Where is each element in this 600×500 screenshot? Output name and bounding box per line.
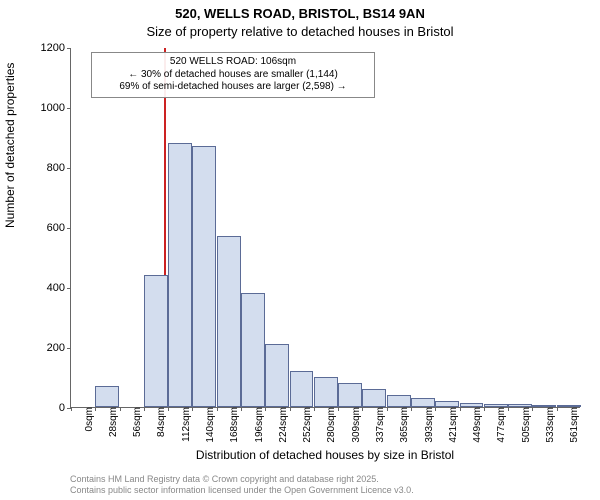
annotation-box: 520 WELLS ROAD: 106sqm ← 30% of detached… [91, 52, 375, 98]
plot-area: 520 WELLS ROAD: 106sqm ← 30% of detached… [70, 48, 580, 408]
histogram-bar [192, 146, 216, 407]
x-tick-label: 0sqm [80, 407, 95, 431]
y-tick-mark [67, 168, 71, 169]
histogram-bar [362, 389, 386, 407]
x-tick-label: 196sqm [250, 407, 265, 443]
chart-container: 520, WELLS ROAD, BRISTOL, BS14 9AN Size … [0, 0, 600, 500]
histogram-bar [314, 377, 338, 407]
histogram-bar [338, 383, 362, 407]
x-tick-mark [314, 407, 315, 411]
x-tick-label: 533sqm [541, 407, 556, 443]
x-tick-label: 477sqm [492, 407, 507, 443]
x-tick-label: 561sqm [565, 407, 580, 443]
footer-line-1: Contains HM Land Registry data © Crown c… [70, 474, 580, 485]
footer-attribution: Contains HM Land Registry data © Crown c… [70, 474, 580, 496]
footer-line-2: Contains public sector information licen… [70, 485, 580, 496]
x-tick-mark [95, 407, 96, 411]
histogram-bar [411, 398, 435, 407]
y-tick-label: 0 [25, 402, 71, 414]
x-axis-label: Distribution of detached houses by size … [70, 448, 580, 462]
x-tick-mark [120, 407, 121, 411]
x-tick-label: 224sqm [274, 407, 289, 443]
annotation-line-1: 520 WELLS ROAD: 106sqm [98, 56, 368, 69]
chart-title: 520, WELLS ROAD, BRISTOL, BS14 9AN [0, 6, 600, 21]
x-tick-mark [144, 407, 145, 411]
x-tick-label: 365sqm [395, 407, 410, 443]
y-tick-label: 600 [25, 222, 71, 234]
chart-subtitle: Size of property relative to detached ho… [0, 24, 600, 39]
histogram-bar [144, 275, 168, 407]
x-tick-mark [290, 407, 291, 411]
y-tick-mark [67, 348, 71, 349]
histogram-bar [168, 143, 192, 407]
x-tick-label: 56sqm [128, 407, 143, 437]
x-tick-label: 140sqm [201, 407, 216, 443]
x-tick-label: 421sqm [444, 407, 459, 443]
x-tick-mark [557, 407, 558, 411]
x-tick-mark [168, 407, 169, 411]
y-tick-label: 800 [25, 162, 71, 174]
x-tick-mark [484, 407, 485, 411]
histogram-bar [290, 371, 314, 407]
x-tick-label: 168sqm [225, 407, 240, 443]
x-tick-label: 449sqm [468, 407, 483, 443]
x-tick-mark [411, 407, 412, 411]
x-tick-label: 393sqm [420, 407, 435, 443]
x-tick-label: 84sqm [152, 407, 167, 437]
x-tick-mark [265, 407, 266, 411]
x-tick-mark [387, 407, 388, 411]
x-tick-mark [435, 407, 436, 411]
y-tick-label: 1200 [25, 42, 71, 54]
histogram-bar [241, 293, 265, 407]
y-tick-label: 200 [25, 342, 71, 354]
x-tick-mark [217, 407, 218, 411]
y-axis-label: Number of detached properties [3, 63, 17, 228]
x-tick-mark [362, 407, 363, 411]
x-tick-label: 28sqm [104, 407, 119, 437]
y-tick-mark [67, 108, 71, 109]
x-tick-mark [241, 407, 242, 411]
x-tick-label: 112sqm [177, 407, 192, 442]
histogram-bar [95, 386, 119, 407]
y-tick-label: 1000 [25, 102, 71, 114]
x-tick-label: 252sqm [298, 407, 313, 443]
y-tick-mark [67, 228, 71, 229]
x-tick-mark [71, 407, 72, 411]
x-tick-label: 309sqm [347, 407, 362, 443]
histogram-bar [387, 395, 411, 407]
x-tick-mark [460, 407, 461, 411]
annotation-line-2: ← 30% of detached houses are smaller (1,… [98, 69, 368, 82]
y-tick-label: 400 [25, 282, 71, 294]
x-tick-mark [338, 407, 339, 411]
x-tick-mark [508, 407, 509, 411]
histogram-bar [217, 236, 241, 407]
y-tick-mark [67, 288, 71, 289]
x-tick-mark [532, 407, 533, 411]
x-tick-mark [192, 407, 193, 411]
annotation-line-3: 69% of semi-detached houses are larger (… [98, 81, 368, 94]
histogram-bar [265, 344, 289, 407]
x-tick-label: 280sqm [322, 407, 337, 443]
x-tick-label: 505sqm [517, 407, 532, 443]
x-tick-label: 337sqm [371, 407, 386, 443]
y-tick-mark [67, 48, 71, 49]
